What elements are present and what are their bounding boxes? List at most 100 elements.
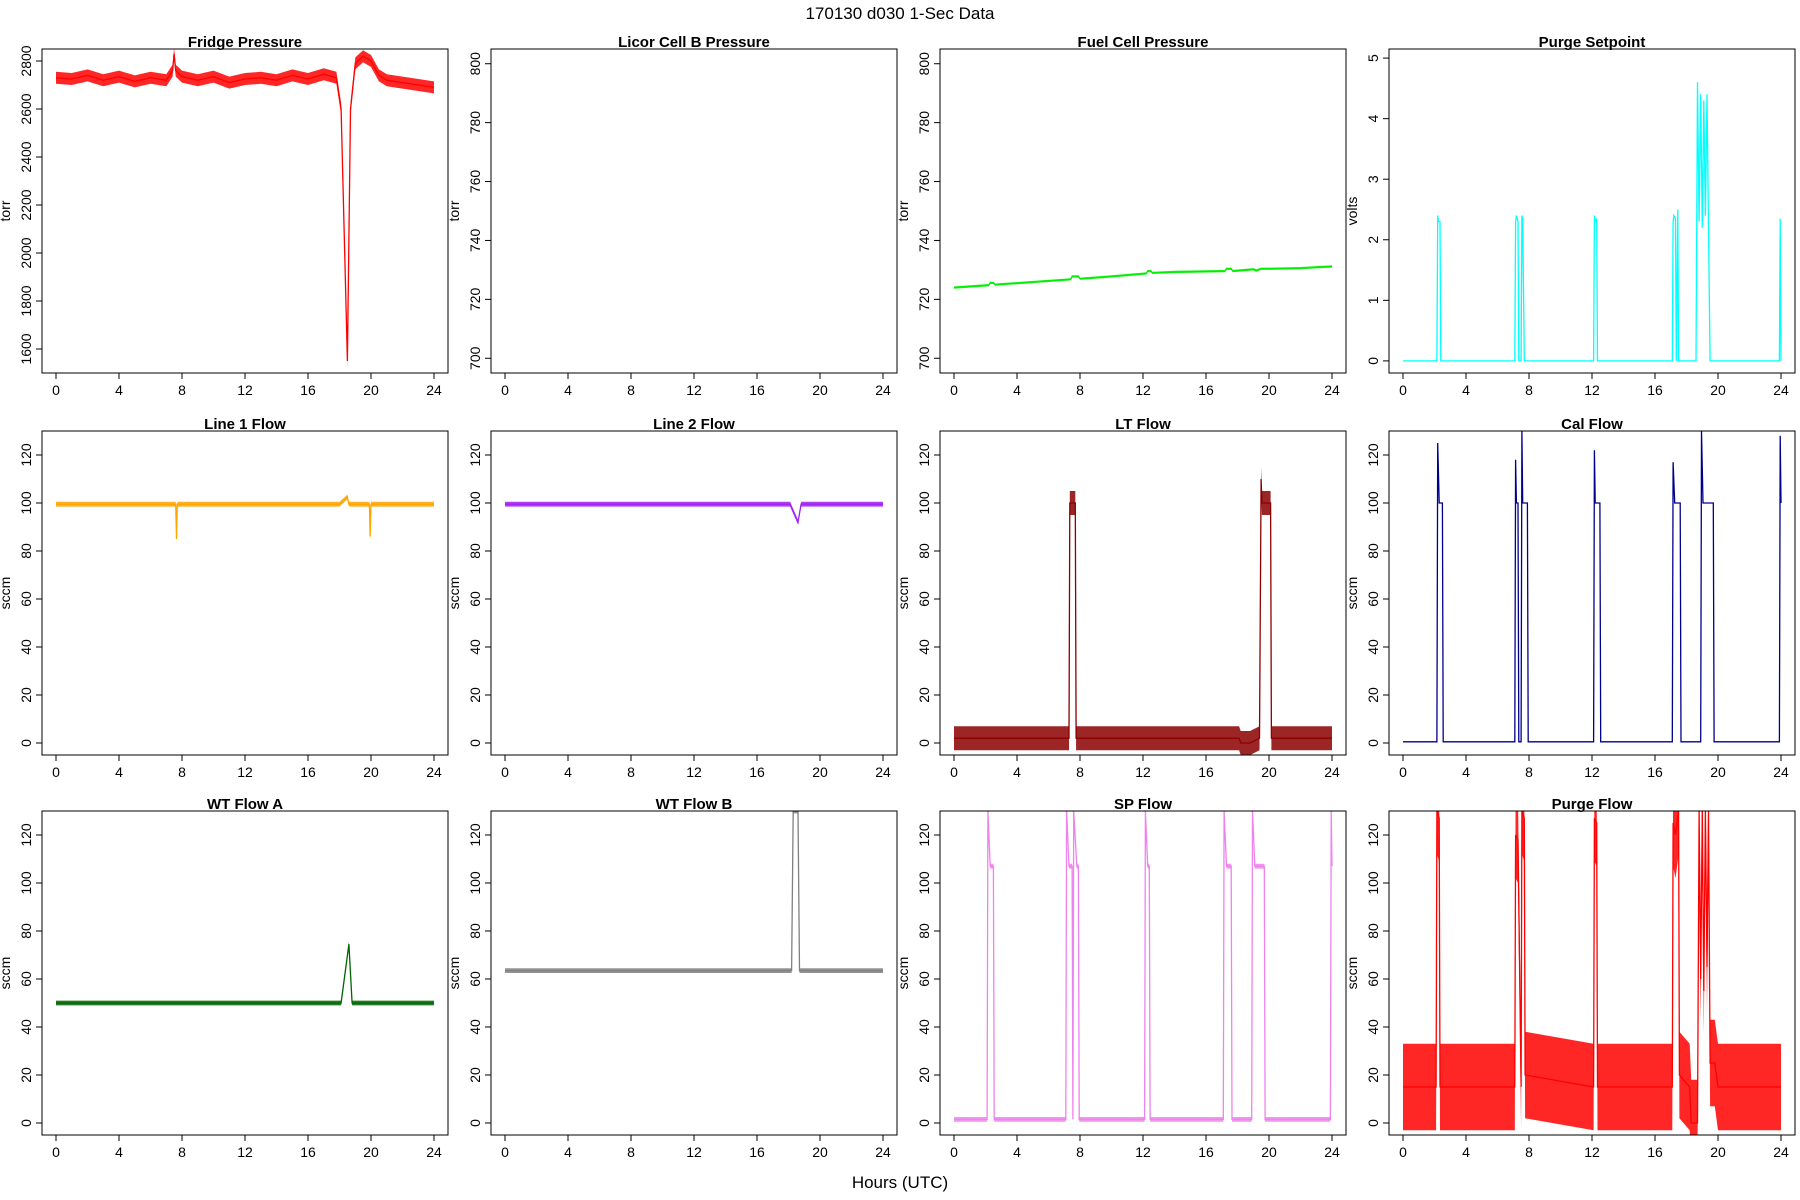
x-tick-label: 24: [1773, 1144, 1789, 1160]
x-tick-label: 0: [1399, 764, 1407, 780]
x-tick-label: 4: [1013, 764, 1021, 780]
y-axis-label: torr: [0, 200, 13, 221]
y-tick-label: 20: [916, 1067, 932, 1083]
x-tick-label: 12: [686, 382, 702, 398]
panel-title: Line 1 Flow: [204, 416, 286, 433]
x-tick-label: 12: [686, 764, 702, 780]
x-tick-label: 0: [501, 382, 509, 398]
x-tick-label: 20: [812, 382, 828, 398]
series-group: [505, 811, 883, 973]
x-tick-label: 16: [1647, 764, 1663, 780]
series-noise-band: [56, 494, 434, 542]
y-tick-label: 700: [916, 346, 932, 370]
x-tick-label: 12: [237, 764, 253, 780]
panel-title: Purge Setpoint: [1539, 34, 1646, 51]
x-tick-label: 12: [1584, 1144, 1600, 1160]
y-axis-label: sccm: [0, 957, 13, 990]
y-tick-label: 740: [916, 229, 932, 253]
y-tick-label: 100: [916, 491, 932, 515]
x-tick-label: 0: [1399, 382, 1407, 398]
x-tick-label: 0: [501, 764, 509, 780]
x-tick-label: 24: [426, 382, 442, 398]
y-tick-label: 1600: [18, 333, 34, 364]
x-tick-label: 4: [1462, 1144, 1470, 1160]
panel-lt-flow: LT Flow sccm 0 4 8 12 16 20 24 0 20 40 60 80 100 120: [895, 416, 1347, 780]
x-tick-label: 8: [1076, 382, 1084, 398]
x-tick-label: 24: [1324, 764, 1340, 780]
x-tick-label: 16: [749, 382, 765, 398]
x-tick-label: 20: [1710, 382, 1726, 398]
y-tick-label: 0: [18, 739, 34, 747]
series-group: [954, 467, 1332, 755]
x-tick-label: 0: [501, 1144, 509, 1160]
series-line: [954, 478, 1332, 744]
panel-title: SP Flow: [1114, 796, 1172, 813]
y-tick-label: 760: [916, 170, 932, 194]
series-line: [953, 265, 1333, 289]
panel-purge-flow: Purge Flow sccm 0 4 8 12 16 20 24 0 20 40 60 80 100 120: [1344, 796, 1796, 1160]
y-axis-label: volts: [1344, 197, 1360, 226]
series-group: [954, 811, 1333, 1122]
x-tick-label: 24: [426, 1144, 442, 1160]
y-tick-label: 760: [467, 170, 483, 194]
y-tick-label: 800: [467, 52, 483, 76]
x-tick-label: 16: [1647, 1144, 1663, 1160]
series-group: [1403, 82, 1782, 362]
figure-x-axis-label: Hours (UTC): [852, 1173, 948, 1192]
y-tick-label: 0: [916, 739, 932, 747]
y-tick-label: 0: [467, 739, 483, 747]
y-tick-label: 100: [467, 491, 483, 515]
x-tick-label: 20: [363, 382, 379, 398]
x-tick-label: 4: [564, 382, 572, 398]
y-tick-label: 60: [18, 591, 34, 607]
x-tick-label: 8: [627, 764, 635, 780]
x-tick-label: 0: [52, 764, 60, 780]
series-noise-band: [954, 811, 1332, 1122]
y-tick-label: 80: [18, 543, 34, 559]
y-tick-label: 100: [18, 491, 34, 515]
series-line: [1403, 431, 1782, 743]
series-noise-band: [505, 501, 883, 525]
x-tick-label: 0: [950, 764, 958, 780]
y-tick-label: 780: [467, 111, 483, 135]
series-noise-band: [56, 941, 434, 1006]
x-tick-label: 4: [1013, 382, 1021, 398]
y-tick-label: 2600: [18, 93, 34, 124]
panel-title: LT Flow: [1115, 416, 1171, 433]
y-tick-label: 2200: [18, 189, 34, 220]
x-tick-label: 16: [1198, 764, 1214, 780]
y-tick-label: 20: [1365, 687, 1381, 703]
series-line: [1403, 811, 1781, 1124]
y-tick-label: 60: [916, 971, 932, 987]
y-tick-label: 40: [916, 639, 932, 655]
x-tick-label: 12: [1135, 382, 1151, 398]
series-group: [56, 494, 434, 542]
x-tick-label: 8: [1076, 764, 1084, 780]
y-axis-label: torr: [895, 200, 911, 221]
x-tick-label: 8: [178, 1144, 186, 1160]
series-group: [56, 941, 434, 1006]
y-tick-label: 120: [467, 823, 483, 847]
series-line: [56, 944, 434, 1004]
x-tick-label: 16: [300, 1144, 316, 1160]
x-tick-label: 12: [1135, 1144, 1151, 1160]
y-tick-label: 80: [18, 923, 34, 939]
x-tick-label: 20: [1261, 382, 1277, 398]
panel-line-2-flow: Line 2 Flow sccm 0 4 8 12 16 20 24 0 20 40 60 80 100 12…: [446, 416, 898, 780]
panel-fridge-pressure: Fridge Pressure torr 0 4 8 12 16 20 24 1600 1800 20…: [0, 34, 449, 398]
y-tick-label: 80: [1365, 543, 1381, 559]
figure-title: 170130 d030 1-Sec Data: [805, 4, 995, 23]
x-tick-label: 20: [1710, 1144, 1726, 1160]
y-tick-label: 100: [916, 871, 932, 895]
panel-title: Fridge Pressure: [188, 34, 302, 51]
plot-frame: [41, 810, 449, 1136]
x-tick-label: 24: [426, 764, 442, 780]
x-tick-label: 8: [1076, 1144, 1084, 1160]
y-tick-label: 740: [467, 229, 483, 253]
x-tick-label: 16: [1198, 382, 1214, 398]
y-tick-label: 800: [916, 52, 932, 76]
x-tick-label: 24: [875, 382, 891, 398]
y-tick-label: 0: [18, 1119, 34, 1127]
y-tick-label: 120: [467, 443, 483, 467]
